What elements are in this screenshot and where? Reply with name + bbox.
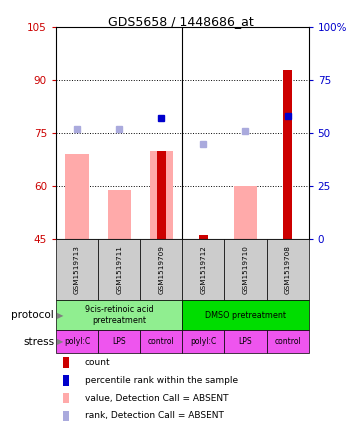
Text: DMSO pretreatment: DMSO pretreatment <box>205 310 286 320</box>
Text: GSM1519712: GSM1519712 <box>200 245 206 294</box>
Text: value, Detection Call = ABSENT: value, Detection Call = ABSENT <box>85 393 229 403</box>
Text: GSM1519710: GSM1519710 <box>243 245 248 294</box>
Text: protocol: protocol <box>12 310 54 320</box>
Text: 9cis-retinoic acid
pretreatment: 9cis-retinoic acid pretreatment <box>85 305 153 325</box>
Text: control: control <box>148 337 175 346</box>
Text: GSM1519711: GSM1519711 <box>116 245 122 294</box>
Text: GDS5658 / 1448686_at: GDS5658 / 1448686_at <box>108 15 253 28</box>
Text: percentile rank within the sample: percentile rank within the sample <box>85 376 238 385</box>
Bar <box>199 236 208 239</box>
Text: ▶: ▶ <box>57 337 63 346</box>
Text: polyI:C: polyI:C <box>64 337 90 346</box>
Text: ▶: ▶ <box>57 310 63 320</box>
Text: GSM1519708: GSM1519708 <box>284 245 291 294</box>
Text: GSM1519709: GSM1519709 <box>158 245 164 294</box>
Text: count: count <box>85 358 110 367</box>
Text: polyI:C: polyI:C <box>190 337 217 346</box>
Bar <box>108 190 131 239</box>
Bar <box>283 70 292 239</box>
Text: stress: stress <box>23 337 54 346</box>
Text: control: control <box>274 337 301 346</box>
Text: LPS: LPS <box>112 337 126 346</box>
Bar <box>157 151 166 239</box>
Bar <box>234 186 257 239</box>
Text: rank, Detection Call = ABSENT: rank, Detection Call = ABSENT <box>85 411 224 420</box>
Text: GSM1519713: GSM1519713 <box>74 245 80 294</box>
Bar <box>65 154 88 239</box>
Text: LPS: LPS <box>239 337 252 346</box>
Bar <box>150 151 173 239</box>
